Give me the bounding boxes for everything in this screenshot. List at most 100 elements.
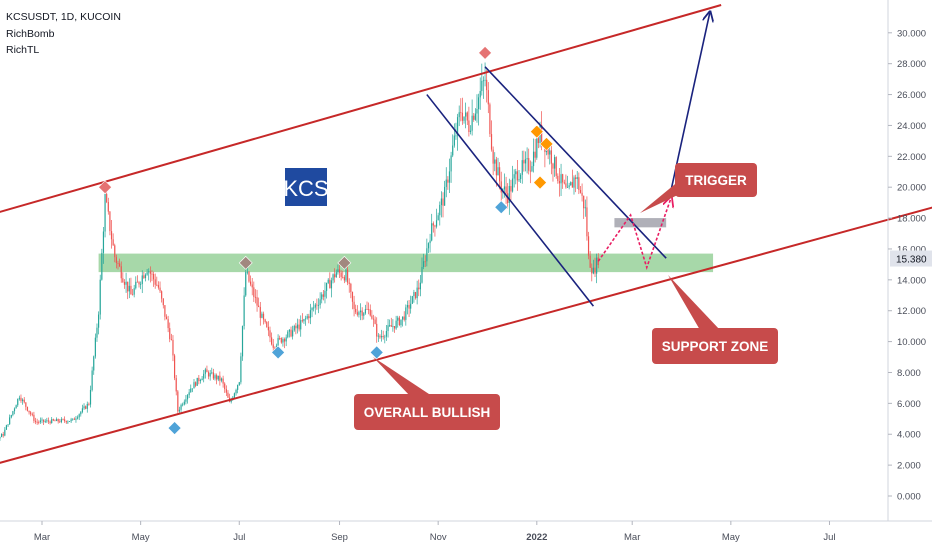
candle [463, 116, 465, 124]
candle [529, 160, 531, 184]
candle [427, 242, 430, 253]
candle [515, 168, 517, 185]
candle [287, 330, 289, 339]
candle [172, 335, 174, 362]
candle [7, 424, 9, 427]
support-zone-callout-label: SUPPORT ZONE [662, 339, 769, 354]
y-tick-label: 20.000 [897, 183, 926, 194]
candle [497, 157, 499, 176]
candle [340, 270, 342, 281]
candle [251, 277, 253, 296]
indicator-label-richbomb[interactable]: RichBomb [6, 28, 55, 40]
signal-marker-red [478, 45, 492, 60]
candle [505, 176, 507, 204]
candle [262, 311, 265, 325]
candle [144, 273, 147, 282]
candle [355, 304, 357, 315]
wedge-lower-line[interactable] [426, 94, 595, 307]
candle [306, 313, 308, 320]
candle [479, 77, 481, 110]
candle [224, 382, 226, 393]
candle [476, 94, 478, 123]
candle [313, 300, 315, 312]
candle [227, 390, 229, 398]
candle [477, 93, 480, 126]
chart-symbol-title[interactable]: KCSUSDT, 1D, KUCOIN [6, 11, 121, 23]
candle [46, 417, 48, 423]
candle [28, 410, 30, 415]
candle [290, 326, 292, 338]
candle [358, 310, 360, 318]
candle [20, 394, 22, 403]
candle [254, 289, 257, 304]
candle [594, 257, 596, 277]
candle [83, 403, 85, 410]
candle [185, 395, 187, 405]
candle [560, 163, 562, 196]
candle [146, 269, 148, 276]
candle [521, 150, 523, 184]
candle [214, 373, 216, 381]
candle [36, 418, 38, 425]
candle [288, 329, 291, 338]
indicator-label-richtl[interactable]: RichTL [6, 44, 40, 56]
candle [311, 306, 313, 318]
candle [337, 264, 339, 275]
candle [380, 329, 383, 342]
candle [296, 318, 299, 334]
candle [489, 102, 491, 138]
candle [245, 265, 247, 297]
candle [162, 298, 164, 309]
candle [0, 433, 3, 438]
candle [133, 284, 135, 298]
y-tick-label: 18.000 [897, 214, 926, 225]
candle [411, 295, 413, 305]
candle [353, 295, 355, 317]
candle [511, 165, 514, 193]
y-tick-label: 0.000 [897, 492, 921, 503]
candle [258, 297, 260, 308]
candle [492, 146, 494, 176]
candle [377, 333, 379, 342]
candle [13, 407, 16, 415]
candle [47, 417, 50, 424]
candle [91, 366, 93, 392]
candle [237, 384, 239, 394]
candle [596, 253, 598, 284]
support-zone-callout[interactable]: SUPPORT ZONE [652, 275, 778, 364]
trigger-callout[interactable]: TRIGGER [640, 163, 757, 213]
candle [395, 315, 397, 330]
support-zone-rect[interactable] [98, 253, 714, 273]
candle [102, 227, 105, 264]
channel-lower-line[interactable] [0, 179, 932, 480]
channel-upper-line[interactable] [0, 4, 722, 230]
candle [526, 147, 528, 174]
y-tick-label: 26.000 [897, 90, 926, 101]
candle [487, 82, 489, 114]
candle [115, 254, 117, 269]
candle [195, 381, 197, 388]
target-arrow[interactable] [670, 13, 710, 191]
candle [31, 412, 33, 417]
candle [322, 290, 324, 301]
candle [15, 404, 17, 409]
candle [33, 411, 35, 424]
trigger-level-rect[interactable] [614, 218, 667, 228]
candle [390, 317, 392, 327]
candle [329, 272, 331, 289]
candle [558, 168, 561, 197]
candle [471, 99, 473, 136]
candle [107, 197, 109, 215]
candle [280, 337, 282, 344]
candle [94, 333, 96, 359]
candle [89, 385, 92, 408]
candle [304, 315, 307, 326]
candle [309, 303, 312, 325]
candle [553, 154, 556, 177]
overall-bullish-callout[interactable]: OVERALL BULLISH [354, 357, 500, 430]
wedge-upper-line[interactable] [484, 66, 667, 259]
candle [39, 417, 41, 424]
candle [332, 273, 334, 284]
y-tick-label: 22.000 [897, 152, 926, 163]
